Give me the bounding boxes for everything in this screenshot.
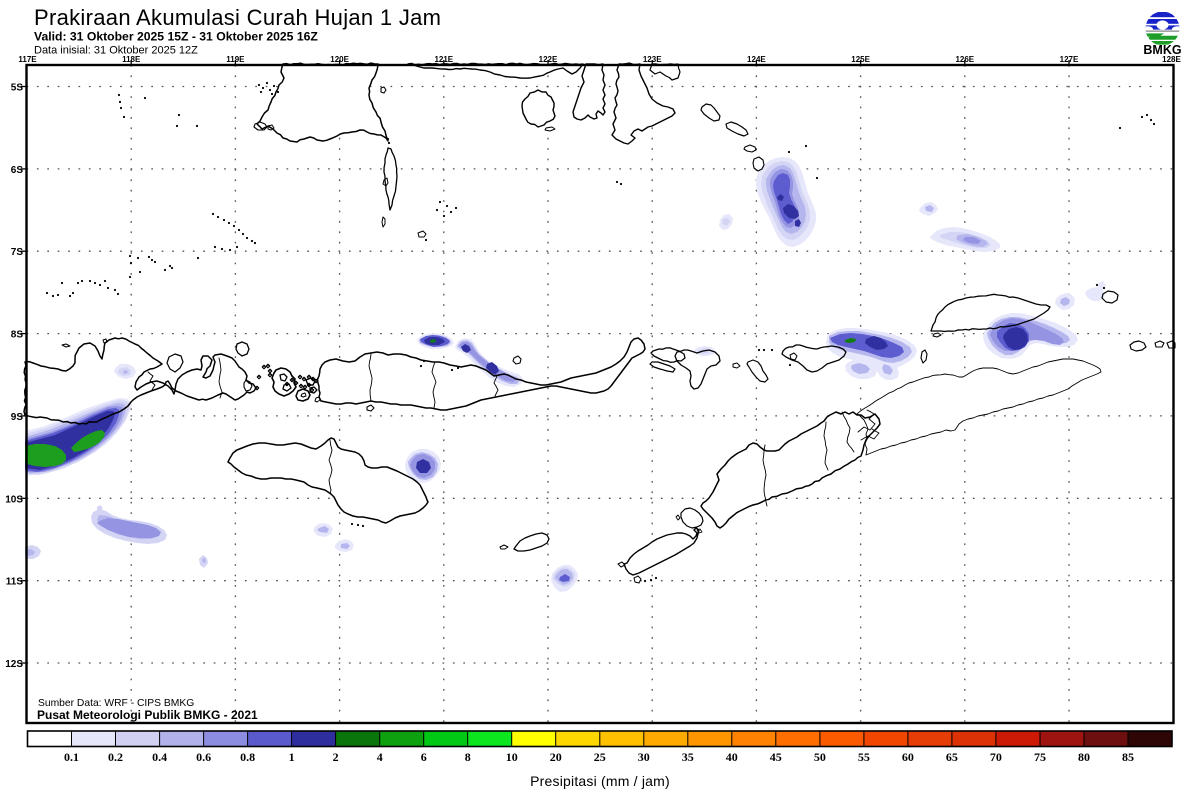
svg-text:20: 20 (550, 750, 562, 764)
svg-text:0.4: 0.4 (152, 750, 167, 764)
svg-text:Valid: 31 Oktober 2025 15Z - 3: Valid: 31 Oktober 2025 15Z - 31 Oktober … (34, 30, 318, 44)
svg-text:4: 4 (377, 750, 383, 764)
svg-text:126E: 126E (955, 55, 974, 64)
svg-text:Sumber Data: WRF - CIPS BMKG: Sumber Data: WRF - CIPS BMKG (38, 698, 194, 709)
svg-text:2: 2 (333, 750, 339, 764)
svg-text:25: 25 (594, 750, 606, 764)
svg-text:10S: 10S (5, 494, 23, 505)
svg-text:35: 35 (682, 750, 694, 764)
svg-text:70: 70 (990, 750, 1002, 764)
svg-text:0.8: 0.8 (240, 750, 255, 764)
svg-text:128E: 128E (1162, 55, 1181, 64)
svg-text:30: 30 (638, 750, 650, 764)
svg-text:6S: 6S (11, 165, 24, 176)
svg-text:0.1: 0.1 (64, 750, 79, 764)
svg-text:60: 60 (902, 750, 914, 764)
svg-text:121E: 121E (434, 55, 453, 64)
svg-text:0.6: 0.6 (196, 750, 211, 764)
svg-text:8: 8 (465, 750, 471, 764)
svg-text:117E: 117E (18, 55, 37, 64)
svg-text:45: 45 (770, 750, 782, 764)
svg-text:118E: 118E (122, 55, 141, 64)
svg-text:Data inisial: 31 Oktober 2025: Data inisial: 31 Oktober 2025 12Z (34, 45, 198, 57)
svg-text:9S: 9S (11, 412, 24, 423)
svg-text:10: 10 (506, 750, 518, 764)
svg-text:12S: 12S (5, 659, 23, 670)
svg-text:123E: 123E (643, 55, 662, 64)
svg-text:122E: 122E (539, 55, 558, 64)
svg-text:120E: 120E (330, 55, 349, 64)
svg-text:124E: 124E (747, 55, 766, 64)
svg-text:127E: 127E (1060, 55, 1079, 64)
svg-text:1: 1 (289, 750, 295, 764)
svg-text:8S: 8S (11, 330, 24, 341)
svg-text:0.2: 0.2 (108, 750, 123, 764)
svg-text:Pusat Meteorologi Publik BMKG: Pusat Meteorologi Publik BMKG - 2021 (37, 708, 258, 722)
svg-text:75: 75 (1034, 750, 1046, 764)
svg-text:65: 65 (946, 750, 958, 764)
svg-text:11S: 11S (6, 577, 24, 588)
svg-text:40: 40 (726, 750, 738, 764)
svg-text:55: 55 (858, 750, 870, 764)
svg-text:BMKG: BMKG (1143, 43, 1181, 57)
svg-text:119E: 119E (226, 55, 245, 64)
svg-text:80: 80 (1078, 750, 1090, 764)
svg-text:5S: 5S (11, 83, 24, 94)
svg-text:7S: 7S (11, 247, 24, 258)
svg-text:50: 50 (814, 750, 826, 764)
svg-text:6: 6 (421, 750, 427, 764)
svg-text:Prakiraan Akumulasi Curah Huja: Prakiraan Akumulasi Curah Hujan 1 Jam (34, 5, 441, 30)
svg-text:125E: 125E (851, 55, 870, 64)
svg-text:Presipitasi (mm / jam): Presipitasi (mm / jam) (530, 773, 670, 789)
svg-text:85: 85 (1122, 750, 1134, 764)
